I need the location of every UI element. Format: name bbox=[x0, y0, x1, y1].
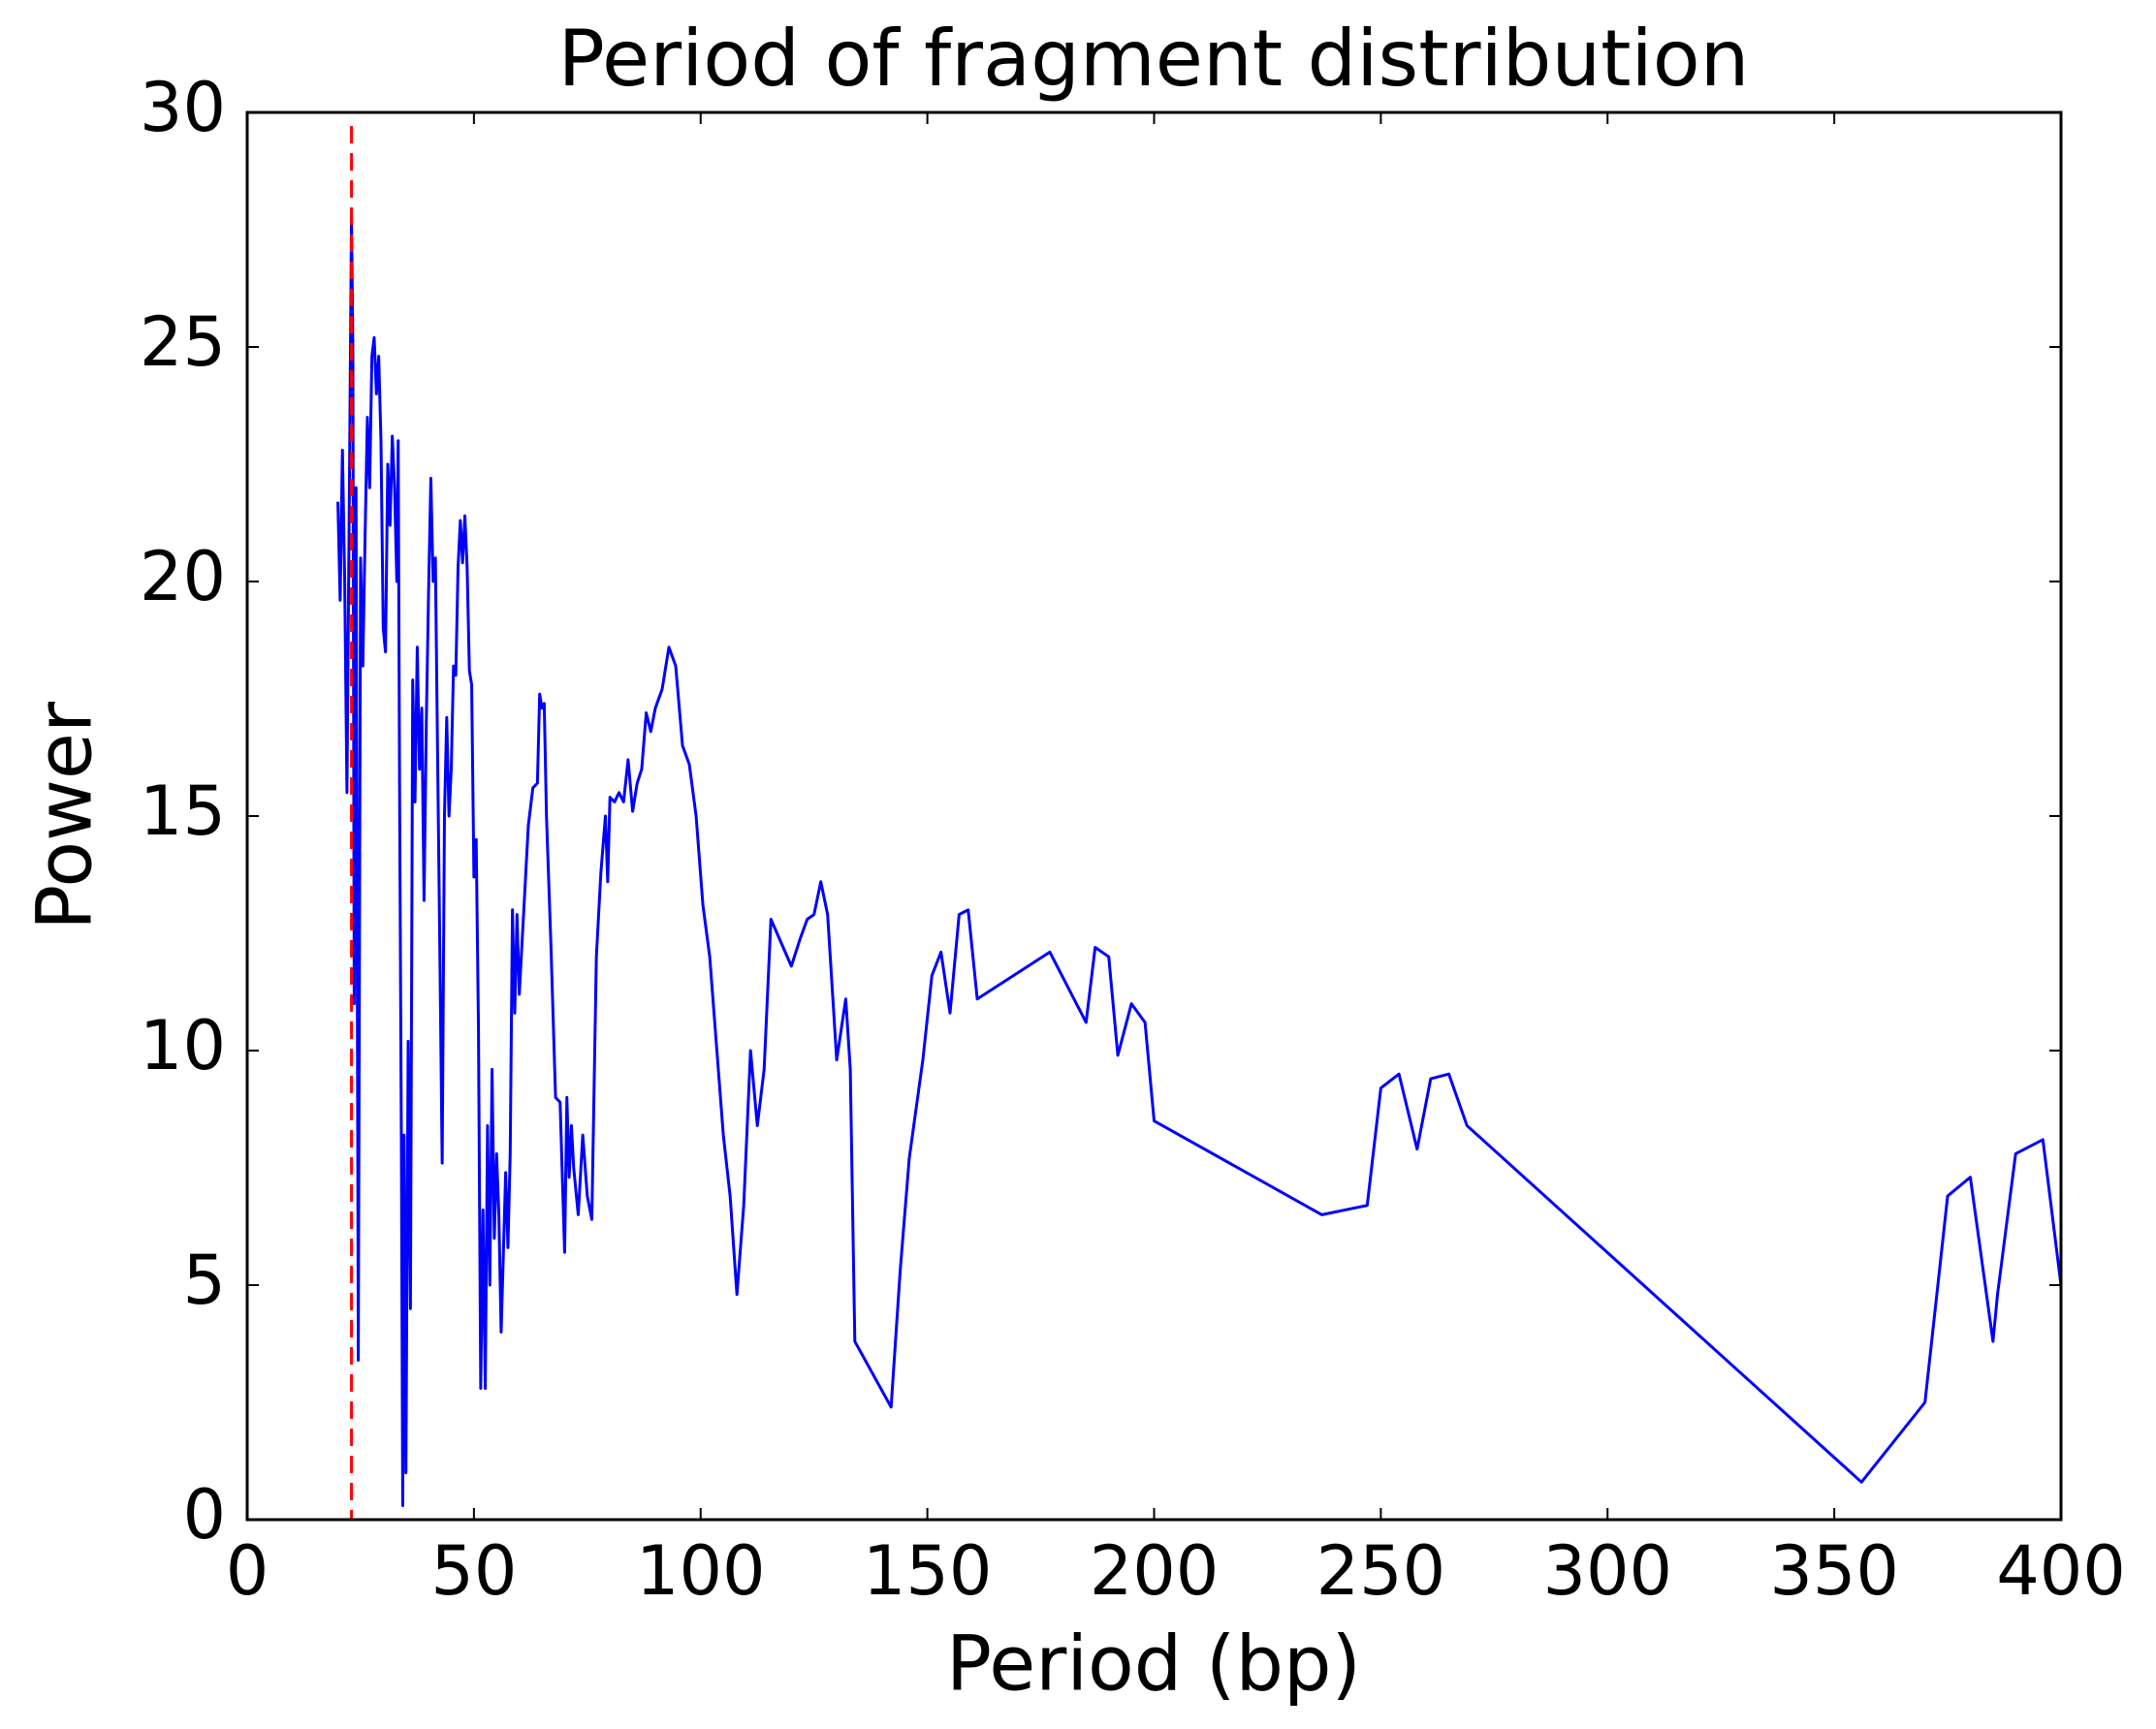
x-tick-label: 200 bbox=[1090, 1531, 1220, 1611]
chart-title: Period of fragment distribution bbox=[558, 14, 1750, 104]
x-tick-label: 0 bbox=[226, 1531, 270, 1611]
plot-frame bbox=[245, 110, 2063, 1522]
y-tick-label: 20 bbox=[140, 537, 226, 616]
x-axis-label: Period (bp) bbox=[946, 1620, 1361, 1708]
x-tick-label: 50 bbox=[430, 1531, 517, 1611]
x-tick-label: 150 bbox=[863, 1531, 993, 1611]
data-line bbox=[336, 213, 2063, 1507]
x-tick-label: 300 bbox=[1542, 1531, 1672, 1611]
x-tick-label: 250 bbox=[1316, 1531, 1446, 1611]
y-tick-label: 0 bbox=[182, 1475, 226, 1555]
y-axis-label: Power bbox=[21, 701, 109, 930]
y-tick-label: 25 bbox=[140, 302, 226, 382]
x-tick-label: 100 bbox=[636, 1531, 766, 1611]
y-tick-label: 15 bbox=[140, 771, 226, 851]
y-tick-label: 5 bbox=[182, 1241, 226, 1320]
x-tick-label: 400 bbox=[1996, 1531, 2126, 1611]
y-tick-label: 10 bbox=[140, 1006, 226, 1085]
y-tick-label: 30 bbox=[140, 68, 226, 147]
x-tick-label: 350 bbox=[1769, 1531, 1899, 1611]
